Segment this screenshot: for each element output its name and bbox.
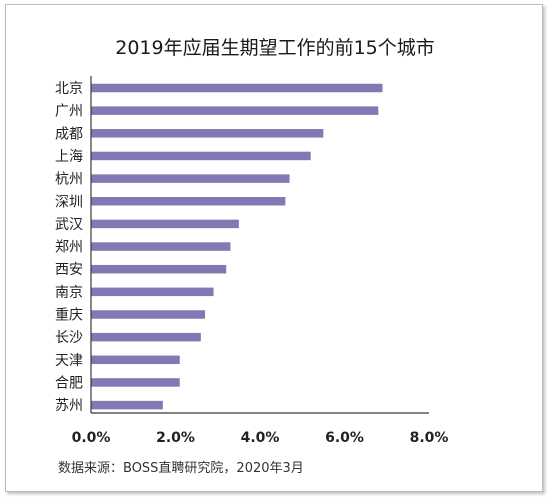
bar-4 (91, 151, 311, 161)
bar-7 (91, 219, 239, 229)
x-tick-labels: 0.0% 2.0% 4.0% 6.0% 8.0% (72, 430, 449, 446)
category-label: 广州 (55, 104, 83, 120)
category-label: 天津 (55, 353, 83, 369)
category-label: 武汉 (55, 217, 83, 233)
bar-5 (91, 174, 290, 183)
x-tick-label: 6.0% (325, 430, 364, 446)
bar-1 (91, 83, 383, 93)
category-label: 杭州 (55, 172, 83, 188)
x-tick-label: 2.0% (156, 430, 195, 446)
category-label: 深圳 (55, 194, 83, 210)
bar-group (91, 83, 383, 410)
bar-6 (91, 197, 286, 206)
bar-10 (91, 287, 214, 297)
bar-9 (91, 264, 227, 274)
bar-14 (91, 378, 180, 387)
category-label: 重庆 (55, 308, 83, 324)
bar-13 (91, 355, 180, 365)
x-tick-label: 0.0% (72, 430, 111, 446)
category-label: 合肥 (55, 375, 83, 391)
category-label: 长沙 (55, 330, 83, 346)
category-label: 南京 (55, 285, 83, 301)
bar-2 (91, 106, 379, 115)
bar-3 (91, 129, 324, 138)
bar-15 (91, 400, 163, 410)
x-tick-label: 8.0% (410, 430, 449, 446)
category-label: 北京 (55, 81, 83, 97)
bar-8 (91, 242, 231, 251)
bar-11 (91, 310, 206, 319)
data-source-note: 数据来源：BOSS直聘研究院，2020年3月 (58, 461, 304, 476)
category-label: 郑州 (55, 240, 83, 256)
category-label: 苏州 (55, 398, 83, 414)
category-label: 上海 (55, 149, 83, 165)
chart-title: 2019年应届生期望工作的前15个城市 (115, 37, 435, 59)
category-label: 成都 (55, 126, 83, 142)
category-label: 西安 (55, 262, 83, 278)
x-tick-label: 4.0% (241, 430, 280, 446)
bar-12 (91, 332, 201, 342)
